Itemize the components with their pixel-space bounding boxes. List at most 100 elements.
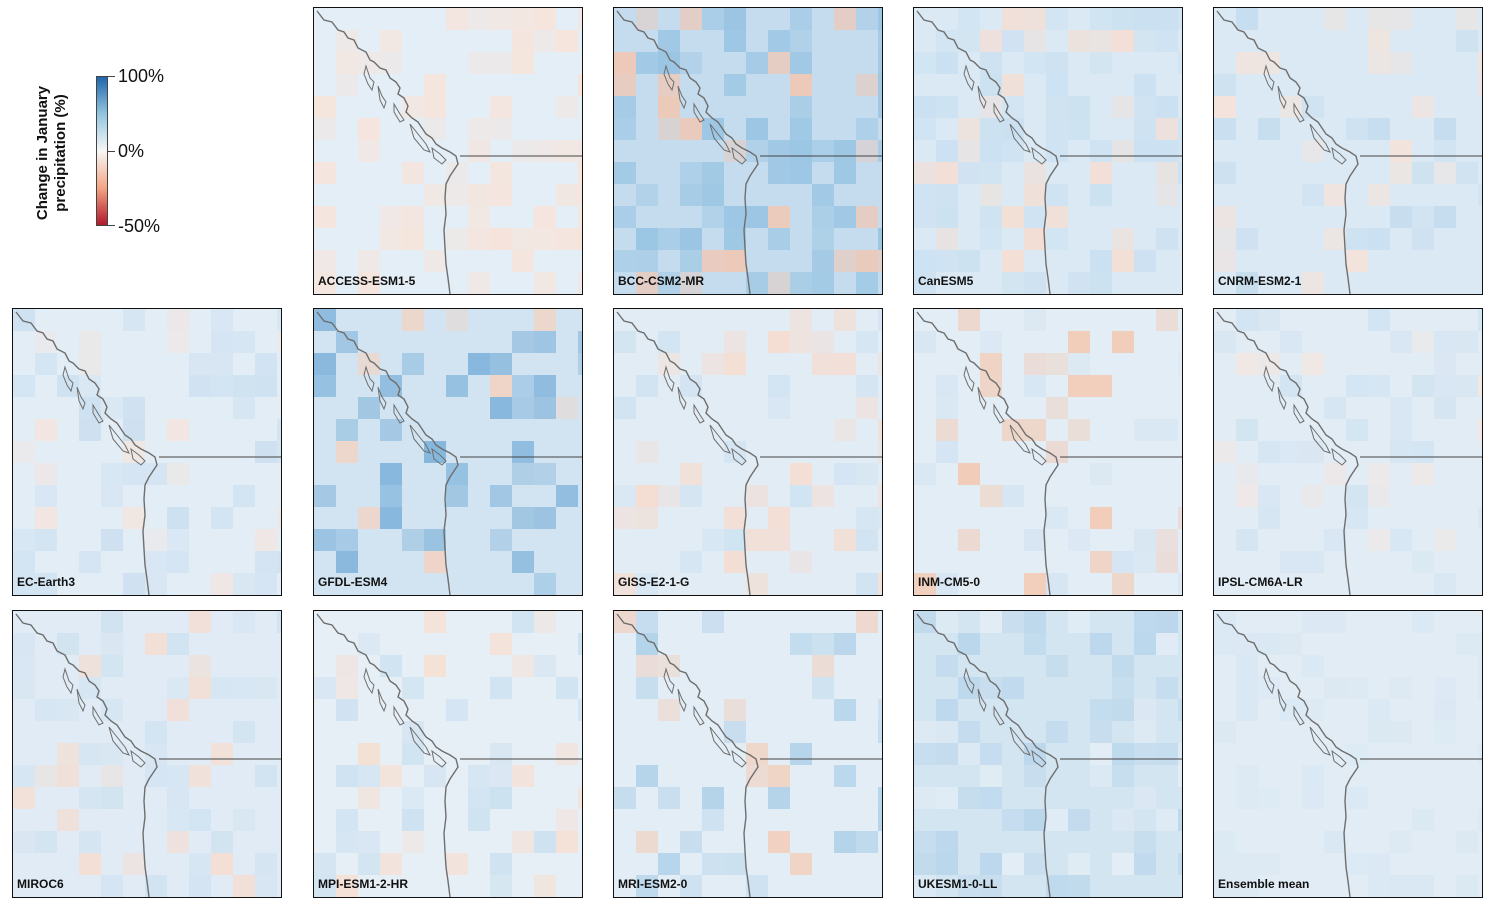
grid-cell: [336, 809, 358, 831]
grid-cell: [424, 96, 446, 118]
grid-cell: [358, 397, 380, 419]
colorbar-tick-top: [108, 76, 115, 77]
grid-cell: [1346, 853, 1368, 875]
grid-cell: [233, 611, 255, 633]
grid-cell: [1090, 551, 1112, 573]
grid-cell: [834, 250, 856, 272]
island-outline: [409, 123, 431, 153]
grid-cell: [1346, 787, 1368, 809]
grid-cell: [914, 331, 936, 353]
grid-cell: [277, 331, 281, 353]
grid-cell: [914, 162, 936, 184]
grid-cell: [936, 787, 958, 809]
grid-cell: [1434, 353, 1456, 375]
grid-cell: [768, 228, 790, 250]
grid-cell: [1024, 633, 1046, 655]
grid-cell: [1112, 699, 1134, 721]
grid-cell: [277, 309, 281, 331]
grid-cell: [1434, 331, 1456, 353]
grid-cell: [790, 331, 812, 353]
grid-cell: [768, 765, 790, 787]
grid-cell: [1024, 309, 1046, 331]
island-outline: [1293, 705, 1305, 726]
grid-cell: [856, 140, 878, 162]
island-outline: [92, 403, 104, 424]
grid-cell: [1302, 787, 1324, 809]
grid-cell: [1134, 96, 1156, 118]
grid-cell: [1456, 162, 1478, 184]
grid-cell: [1368, 8, 1390, 30]
grid-cell: [1390, 875, 1412, 897]
island-outline: [130, 749, 146, 768]
grid-cell: [702, 184, 724, 206]
grid-cell: [724, 331, 746, 353]
grid-cell: [1068, 375, 1090, 397]
grid-cell: [812, 353, 834, 375]
grid-cell: [1178, 743, 1182, 765]
grid-cell: [680, 118, 702, 140]
grid-cell: [1258, 507, 1280, 529]
grid-cell: [856, 118, 878, 140]
grid-cell: [1024, 353, 1046, 375]
grid-cell: [724, 30, 746, 52]
grid-cell: [1024, 52, 1046, 74]
grid-cell: [1214, 118, 1236, 140]
grid-cell: [1236, 353, 1258, 375]
island-outline: [1277, 386, 1287, 411]
grid-cell: [35, 699, 57, 721]
grid-cell: [724, 853, 746, 875]
grid-cell: [1346, 485, 1368, 507]
grid-cell: [878, 485, 882, 507]
grid-cell: [980, 353, 1002, 375]
grid-cell: [702, 529, 724, 551]
island-outline: [1277, 85, 1287, 110]
grid-cell: [1002, 853, 1024, 875]
grid-cell: [1346, 677, 1368, 699]
grid-cell: [101, 787, 123, 809]
grid-cell: [556, 485, 578, 507]
grid-cell: [834, 140, 856, 162]
grid-cell: [57, 765, 79, 787]
grid-cell: [1324, 529, 1346, 551]
grid-cell: [914, 853, 936, 875]
grid-cell: [636, 573, 658, 595]
grid-cell: [1390, 52, 1412, 74]
precipitation-map: [614, 8, 882, 294]
grid-cell: [1302, 765, 1324, 787]
grid-cell: [1156, 743, 1178, 765]
island-outline: [1009, 726, 1031, 756]
model-label: BCC-CSM2-MR: [618, 274, 704, 288]
grid-cell: [1068, 272, 1090, 294]
grid-cell: [658, 96, 680, 118]
island-outline: [993, 102, 1005, 123]
grid-cell: [1134, 853, 1156, 875]
grid-cell: [658, 655, 680, 677]
grid-cell: [1412, 162, 1434, 184]
grid-cell: [1456, 633, 1478, 655]
grid-cell: [1068, 853, 1090, 875]
grid-cell: [336, 551, 358, 573]
grid-cell: [768, 206, 790, 228]
grid-cell: [658, 52, 680, 74]
grid-cell: [1368, 463, 1390, 485]
grid-cell: [13, 677, 35, 699]
grid-cell: [958, 250, 980, 272]
grid-cell: [468, 52, 490, 74]
grid-cell: [1024, 765, 1046, 787]
grid-cell: [123, 853, 145, 875]
grid-cell: [1090, 52, 1112, 74]
grid-cell: [314, 677, 336, 699]
island-outline: [677, 386, 687, 411]
grid-cell: [1368, 485, 1390, 507]
grid-cell: [1156, 809, 1178, 831]
grid-cell: [614, 74, 636, 96]
grid-cell: [1112, 809, 1134, 831]
grid-cell: [35, 485, 57, 507]
precipitation-map: [13, 309, 281, 595]
grid-cell: [1434, 721, 1456, 743]
grid-cell: [1478, 74, 1482, 96]
grid-cell: [1412, 206, 1434, 228]
grid-cell: [1258, 353, 1280, 375]
grid-cell: [1412, 375, 1434, 397]
grid-cell: [534, 140, 556, 162]
